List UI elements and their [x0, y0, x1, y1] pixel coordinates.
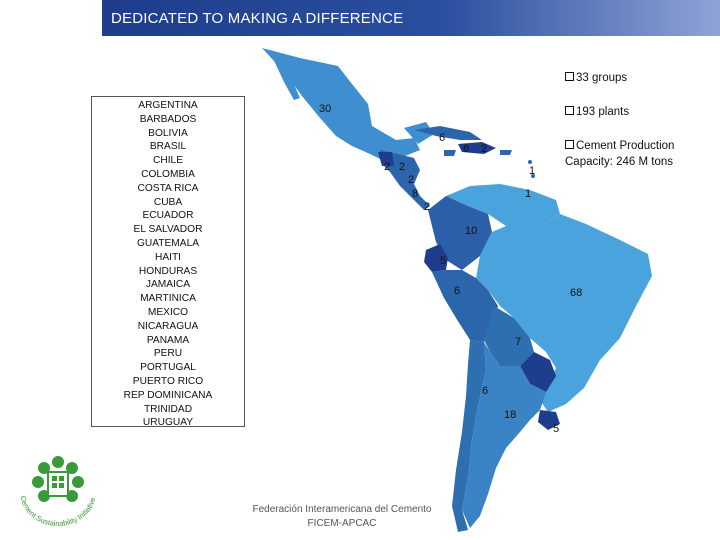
- map-region-bolivia: [484, 306, 534, 366]
- country-list: ARGENTINA BARBADOS BOLIVIA BRASIL CHILE …: [92, 97, 244, 430]
- country-list-box: ARGENTINA BARBADOS BOLIVIA BRASIL CHILE …: [91, 96, 245, 430]
- map-region-peru: [432, 270, 498, 342]
- country-item: EL SALVADOR: [133, 224, 203, 236]
- page-title: DEDICATED TO MAKING A DIFFERENCE: [111, 10, 404, 27]
- map-label-ecuador: 5: [440, 255, 446, 267]
- country-item: HAITI: [154, 251, 182, 263]
- country-item: COSTA RICA: [137, 182, 199, 194]
- map-region-yucatan: [404, 122, 434, 144]
- map-region-venezuela: [446, 184, 560, 226]
- country-item: HONDURAS: [138, 265, 198, 277]
- map-region-antilles: [531, 174, 535, 178]
- map-region-cuba: [414, 126, 482, 140]
- map-label-haiti: 6: [463, 143, 469, 155]
- country-item: MARTINICA: [140, 293, 196, 305]
- country-item: CHILE: [152, 155, 183, 167]
- map-label-chile: 6: [482, 385, 488, 397]
- country-item: REP DOMINICANA: [123, 389, 213, 401]
- map-region-puerto-rico: [500, 150, 512, 155]
- logo-text: Cement Sustainability Initiative: [18, 495, 97, 528]
- map-region-mexico: [262, 48, 420, 160]
- csi-logo: Cement Sustainability Initiative: [18, 456, 97, 528]
- map-label-bolivia: 7: [515, 336, 521, 348]
- country-item: GUATEMALA: [136, 237, 200, 249]
- map-region-jamaica: [444, 150, 456, 156]
- leaf-emblem-icon: [32, 456, 84, 502]
- map-region-chile: [452, 340, 486, 532]
- map-region-ecuador: [424, 244, 448, 272]
- country-item: TRINIDAD: [143, 403, 193, 415]
- country-item: PORTUGAL: [140, 362, 196, 374]
- map-label-peru: 6: [454, 285, 460, 297]
- country-item: CUBA: [153, 196, 183, 208]
- map-region-paraguay: [520, 352, 556, 392]
- map-region-antilles: [528, 160, 532, 164]
- map-region-uruguay: [538, 410, 560, 430]
- country-item: JAMAICA: [145, 279, 191, 291]
- footer: Federación Interamericana del Cemento FI…: [230, 503, 454, 531]
- map-label-cuba: 6: [439, 132, 445, 144]
- country-item: BARBADOS: [139, 113, 197, 125]
- header-bar: DEDICATED TO MAKING A DIFFERENCE: [102, 0, 720, 36]
- map-label-uruguay: 5: [553, 423, 559, 435]
- checkbox-bullet-icon: [565, 140, 574, 149]
- map-region-guatemala: [378, 152, 394, 166]
- map-label-mexico: 30: [319, 103, 331, 115]
- map-region-argentina: [462, 342, 546, 528]
- map-label-honduras: 2: [408, 174, 414, 186]
- stat-capacity-line2: Capacity: 246 M tons: [565, 156, 674, 168]
- country-item: PUERTO RICO: [132, 375, 204, 387]
- checkbox-bullet-icon: [565, 72, 574, 81]
- country-item: COLOMBIA: [141, 168, 195, 180]
- map-label-nicaragua: 8: [412, 188, 418, 200]
- map-label-argentina: 18: [504, 409, 516, 421]
- footer-line1: Federación Interamericana del Cemento: [252, 504, 432, 515]
- country-item: ARGENTINA: [138, 100, 198, 111]
- stat-groups: 33 groups: [565, 72, 627, 84]
- map-label-dominican: 2: [481, 143, 487, 155]
- stat-capacity: Cement Production: [565, 140, 674, 152]
- country-item: PERU: [153, 348, 183, 360]
- footer-line2: FICEM-APCAC: [307, 518, 377, 529]
- map-region-brazil: [476, 214, 652, 412]
- stat-groups-text: 33 groups: [576, 72, 628, 84]
- map-label-trinidad: 1: [525, 188, 531, 200]
- map-label-puerto-rico: 1: [529, 165, 535, 177]
- stat-plants-text: 193 plants: [576, 106, 630, 118]
- stat-capacity-detail: Capacity: 246 M tons: [565, 156, 673, 168]
- country-item: URUGUAY: [142, 417, 194, 429]
- map-label-colombia: 10: [465, 225, 477, 237]
- map-label-brazil: 68: [570, 287, 582, 299]
- map-label-elsalvador: 2: [399, 161, 405, 173]
- country-item: MEXICO: [147, 306, 189, 318]
- country-item: PANAMA: [146, 334, 190, 346]
- checkbox-bullet-icon: [565, 106, 574, 115]
- map-region-baja: [270, 52, 300, 100]
- stat-capacity-line1: Cement Production: [576, 140, 675, 152]
- map-label-panama: 2: [424, 201, 430, 213]
- country-item: BRASIL: [149, 141, 187, 153]
- country-item: ECUADOR: [142, 210, 194, 222]
- stat-plants: 193 plants: [565, 106, 629, 118]
- map-region-hispaniola: [458, 142, 496, 154]
- country-item: NICARAGUA: [137, 320, 199, 332]
- map-label-guatemala: 2: [384, 161, 390, 173]
- country-item: BOLIVIA: [148, 127, 188, 139]
